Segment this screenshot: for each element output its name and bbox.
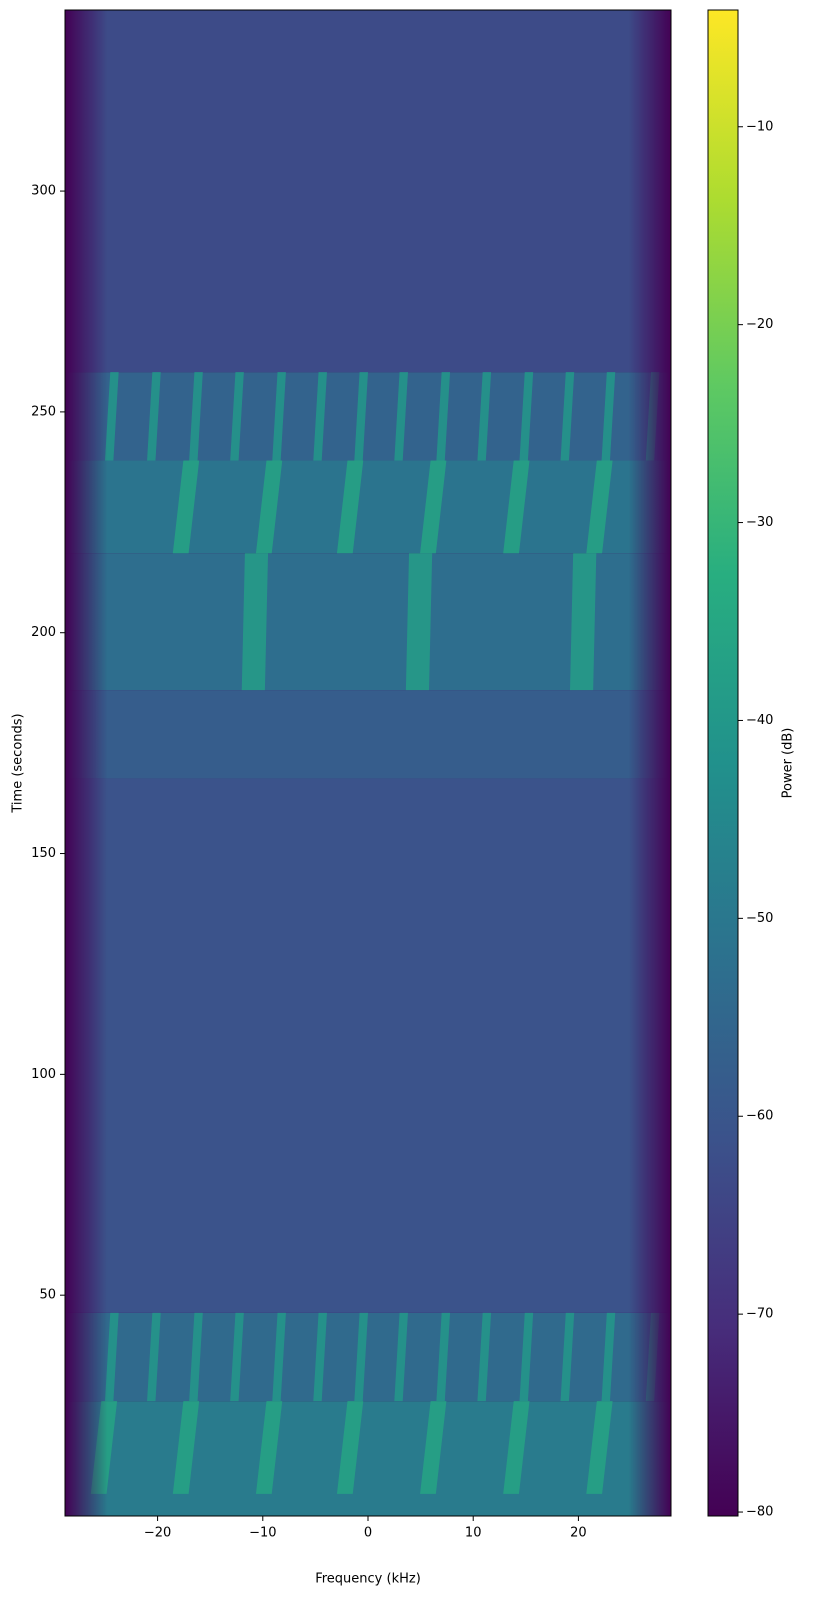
colorbar-tick-label: −60 bbox=[746, 1109, 773, 1124]
signal-stripe bbox=[436, 1312, 451, 1402]
time-segment bbox=[65, 460, 671, 554]
signal-stripe bbox=[601, 372, 616, 461]
x-tick-label: −10 bbox=[249, 1526, 276, 1541]
signal-stripe bbox=[172, 460, 200, 554]
signal-stripe bbox=[241, 553, 269, 691]
signal-stripe bbox=[586, 460, 613, 554]
colorbar-tick-label: −70 bbox=[746, 1307, 773, 1322]
x-axis-label: Frequency (kHz) bbox=[315, 1572, 421, 1587]
signal-stripe bbox=[394, 1312, 408, 1402]
signal-stripe bbox=[336, 1401, 364, 1494]
signal-stripe bbox=[420, 460, 447, 554]
signal-stripe bbox=[313, 372, 327, 461]
signal-stripe bbox=[560, 1312, 575, 1402]
signal-stripe bbox=[570, 553, 597, 691]
colorbar-tick-label: −30 bbox=[746, 515, 773, 530]
signal-stripe bbox=[147, 1312, 161, 1402]
signal-stripe bbox=[313, 1312, 327, 1402]
time-segment bbox=[65, 778, 671, 1313]
signal-stripe bbox=[560, 372, 575, 461]
signal-stripe bbox=[272, 372, 286, 461]
signal-stripe bbox=[354, 372, 368, 461]
time-segment bbox=[65, 10, 671, 373]
signal-stripe bbox=[255, 1401, 283, 1494]
signal-stripe bbox=[354, 1312, 368, 1402]
signal-stripe bbox=[477, 372, 492, 461]
y-tick-label: 300 bbox=[31, 184, 56, 199]
signal-stripe bbox=[104, 1312, 119, 1402]
time-segment bbox=[65, 690, 671, 779]
signal-stripe bbox=[147, 372, 161, 461]
time-segment bbox=[65, 553, 671, 691]
colorbar bbox=[707, 9, 739, 1517]
signal-stripe bbox=[405, 553, 433, 691]
plot-area bbox=[65, 10, 671, 1516]
signal-stripe bbox=[586, 1401, 613, 1494]
time-segment bbox=[65, 1401, 671, 1516]
signal-stripe bbox=[90, 1401, 118, 1494]
signal-stripe bbox=[189, 1312, 203, 1402]
colorbar-tick-label: −50 bbox=[746, 911, 773, 926]
y-tick-label: 250 bbox=[31, 404, 56, 419]
x-tick-label: 10 bbox=[465, 1526, 482, 1541]
signal-stripe bbox=[272, 1312, 286, 1402]
y-tick-label: 200 bbox=[31, 625, 56, 640]
x-tick-label: 0 bbox=[364, 1526, 372, 1541]
colorbar-label: Power (dB) bbox=[781, 728, 796, 799]
colorbar-tick-label: −20 bbox=[746, 317, 773, 332]
signal-stripe bbox=[645, 1312, 660, 1402]
signal-stripe bbox=[601, 1312, 616, 1402]
signal-stripe bbox=[104, 372, 119, 461]
signal-stripe bbox=[420, 1401, 447, 1494]
signal-stripe bbox=[477, 1312, 492, 1402]
x-tick-label: 20 bbox=[570, 1526, 587, 1541]
signal-stripe bbox=[394, 372, 408, 461]
y-axis-label: Time (seconds) bbox=[11, 713, 26, 813]
y-tick-label: 100 bbox=[31, 1067, 56, 1082]
signal-stripe bbox=[645, 372, 660, 461]
signal-stripe bbox=[230, 372, 244, 461]
colorbar-tick-label: −10 bbox=[746, 119, 773, 134]
colorbar-tick-label: −80 bbox=[746, 1505, 773, 1520]
signal-stripe bbox=[172, 1401, 200, 1494]
signal-stripe bbox=[503, 460, 530, 554]
y-tick-label: 50 bbox=[39, 1288, 56, 1303]
y-tick-label: 150 bbox=[31, 846, 56, 861]
signal-stripe bbox=[436, 372, 451, 461]
signal-stripe bbox=[189, 372, 203, 461]
signal-stripe bbox=[336, 460, 364, 554]
colorbar-tick-label: −40 bbox=[746, 713, 773, 728]
signal-area bbox=[65, 10, 671, 1516]
x-tick-label: −20 bbox=[144, 1526, 171, 1541]
signal-stripe bbox=[503, 1401, 530, 1494]
signal-stripe bbox=[255, 460, 283, 554]
signal-stripe bbox=[519, 372, 534, 461]
signal-stripe bbox=[519, 1312, 534, 1402]
signal-stripe bbox=[230, 1312, 244, 1402]
